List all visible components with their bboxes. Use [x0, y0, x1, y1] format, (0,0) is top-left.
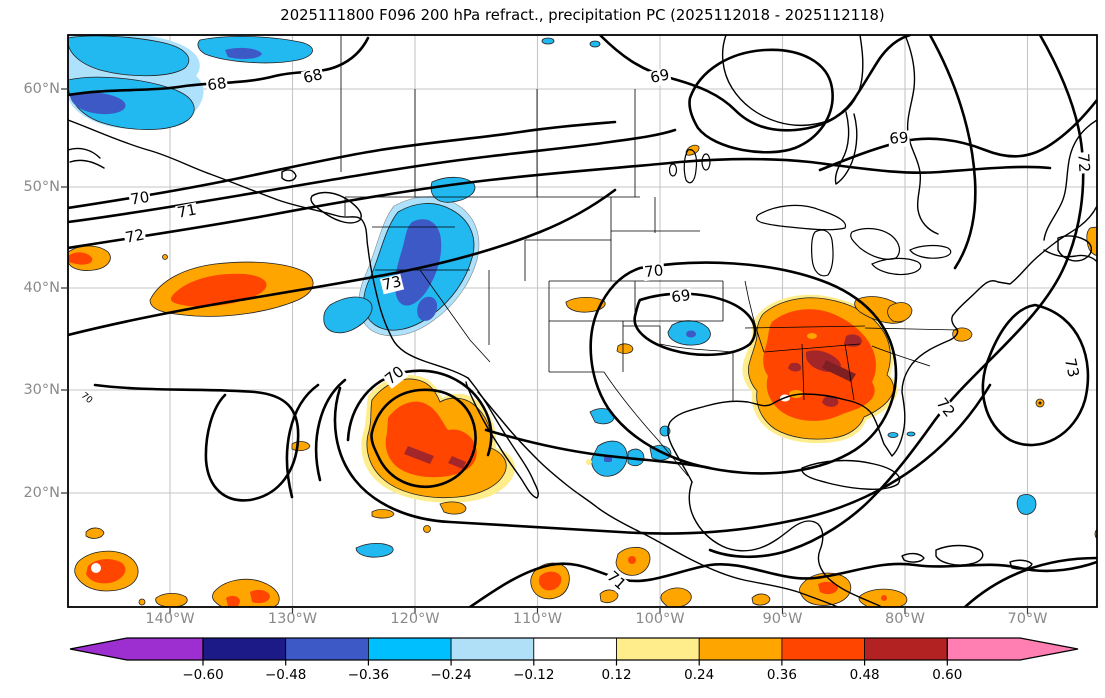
contour-label: 73 — [1060, 355, 1083, 381]
colorbar-tick-label: 0.60 — [932, 667, 963, 683]
colorbar-tick-label: 0.12 — [601, 667, 632, 683]
lon-tick-label: 80°W — [884, 611, 926, 627]
plot-frame — [67, 34, 1098, 608]
colorbar-outline — [202, 637, 948, 661]
lat-tick-label: 40°N — [23, 280, 60, 296]
lat-tick-label: 20°N — [23, 485, 60, 501]
lat-tick-label: 30°N — [23, 382, 60, 398]
colorbar-segment — [616, 637, 700, 661]
lat-tick-label: 60°N — [23, 81, 60, 97]
colorbar-tick-label: −0.48 — [265, 667, 307, 683]
colorbar-tick-label: −0.36 — [347, 667, 390, 683]
colorbar-tick-label: 0.24 — [684, 667, 715, 683]
contour-label: 69 — [669, 285, 693, 307]
contour-label: 70 — [128, 187, 152, 209]
lon-tick-label: 140°W — [145, 611, 195, 627]
colorbar-tick-label: 0.48 — [849, 667, 880, 683]
colorbar-segment — [533, 637, 617, 661]
colorbar-segment — [367, 637, 452, 661]
colorbar-segment — [450, 637, 535, 661]
contour-label: 69 — [887, 128, 911, 148]
political-borders — [340, 35, 959, 477]
colorbar-tick-label: −0.60 — [182, 667, 224, 683]
lat-tick-label: 50°N — [23, 179, 60, 195]
colorbar — [69, 637, 1079, 666]
contour-label: 68 — [205, 73, 229, 95]
lon-tick-label: 130°W — [267, 611, 318, 627]
lon-tick-label: 100°W — [635, 611, 685, 627]
lon-tick-label: 70°W — [1007, 611, 1048, 627]
colorbar-tick-label: 0.36 — [766, 667, 797, 683]
colorbar-right-arrow — [946, 637, 1079, 661]
colorbar-tick-label: −0.12 — [513, 667, 555, 683]
refractivity-contours — [68, 35, 1097, 607]
lon-tick-label: 110°W — [512, 611, 563, 627]
lon-tick-label: 120°W — [390, 611, 440, 627]
plot-title: 2025111800 F096 200 hPa refract., precip… — [280, 7, 885, 24]
contour-label: 70 — [642, 261, 666, 282]
colorbar-segment — [864, 637, 948, 661]
colorbar-segment — [202, 637, 287, 661]
axis-ticks — [61, 88, 1029, 614]
colorbar-left-arrow — [69, 637, 204, 661]
contour-label: 72 — [1074, 151, 1094, 175]
colorbar-segment — [285, 637, 369, 661]
lon-tick-label: 90°W — [762, 611, 803, 627]
lakes — [668, 149, 952, 277]
colorbar-tick-label: −0.24 — [430, 667, 472, 683]
colorbar-segment — [781, 637, 866, 661]
colorbar-segment — [698, 637, 783, 661]
